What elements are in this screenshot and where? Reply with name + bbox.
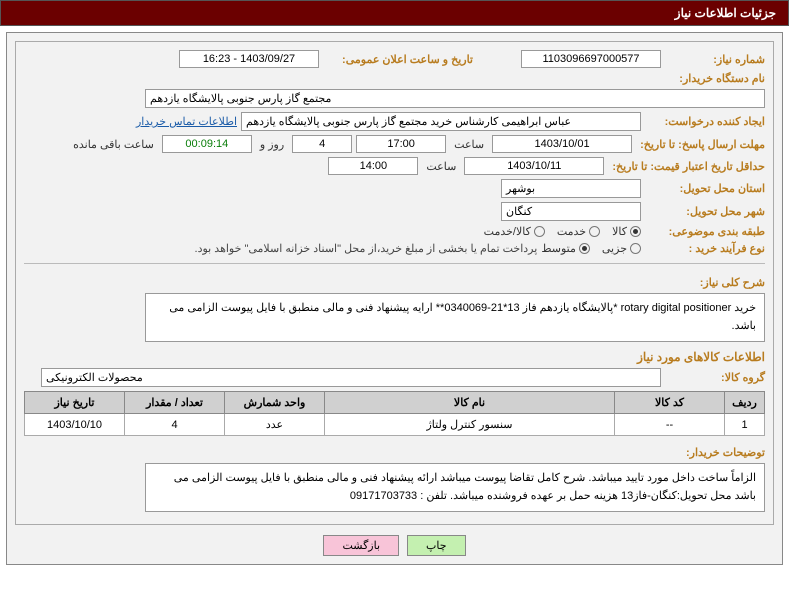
col-unit: واحد شمارش	[225, 392, 325, 414]
row-purchase-type: نوع فرآیند خرید : جزیی متوسط پرداخت تمام…	[24, 242, 765, 255]
cell-code: --	[615, 414, 725, 436]
row-category: طبقه بندی موضوعی: کالا خدمت کالا/خدمت	[24, 225, 765, 238]
goods-group-label: گروه کالا:	[665, 371, 765, 384]
radio-dot-icon	[630, 243, 641, 254]
validity-date: 1403/10/11	[464, 157, 604, 175]
purchase-type-radios: جزیی متوسط	[541, 242, 641, 255]
row-need-number: شماره نیاز: 1103096697000577 تاریخ و ساع…	[24, 50, 765, 68]
days-and: روز و	[256, 138, 288, 151]
row-deadline: مهلت ارسال پاسخ: تا تاریخ: 1403/10/01 سا…	[24, 135, 765, 153]
cell-need-date: 1403/10/10	[25, 414, 125, 436]
requester-label: ایجاد کننده درخواست:	[645, 115, 765, 128]
goods-group-value: محصولات الکترونیکی	[41, 368, 661, 387]
time-label-1: ساعت	[450, 138, 488, 151]
cell-name: سنسور کنترل ولتاژ	[325, 414, 615, 436]
city-label: شهر محل تحویل:	[645, 205, 765, 218]
radio-medium[interactable]: متوسط	[541, 242, 590, 255]
col-qty: تعداد / مقدار	[125, 392, 225, 414]
deadline-date: 1403/10/01	[492, 135, 632, 153]
table-row: 1 -- سنسور کنترل ولتاژ عدد 4 1403/10/10	[25, 414, 765, 436]
need-number-value: 1103096697000577	[521, 50, 661, 68]
cell-qty: 4	[125, 414, 225, 436]
announce-dt-label: تاریخ و ساعت اعلان عمومی:	[323, 53, 473, 66]
radio-dot-icon	[589, 226, 600, 237]
row-need-desc: شرح کلی نیاز: خرید rotary digital positi…	[24, 272, 765, 342]
buyer-notes-value: الزاماً ساخت داخل مورد تایید میباشد. شرح…	[145, 463, 765, 512]
validity-label: حداقل تاریخ اعتبار قیمت: تا تاریخ:	[608, 160, 765, 173]
col-row: ردیف	[725, 392, 765, 414]
city-value: کنگان	[501, 202, 641, 221]
radio-medium-label: متوسط	[541, 242, 576, 255]
radio-service-label: خدمت	[557, 225, 586, 238]
row-validity: حداقل تاریخ اعتبار قیمت: تا تاریخ: 1403/…	[24, 157, 765, 175]
table-header-row: ردیف کد کالا نام کالا واحد شمارش تعداد /…	[25, 392, 765, 414]
buyer-org-value: مجتمع گاز پارس جنوبی پالایشگاه یازدهم	[145, 89, 765, 108]
buyer-contact-link[interactable]: اطلاعات تماس خریدار	[136, 115, 237, 128]
purchase-note: پرداخت تمام یا بخشی از مبلغ خرید،از محل …	[195, 242, 538, 255]
button-row: چاپ بازگشت	[15, 535, 774, 556]
need-desc-label: شرح کلی نیاز:	[645, 272, 765, 289]
back-button[interactable]: بازگشت	[323, 535, 399, 556]
purchase-type-label: نوع فرآیند خرید :	[645, 242, 765, 255]
remaining-label: ساعت باقی مانده	[69, 138, 158, 151]
divider	[24, 263, 765, 264]
page-title: جزئیات اطلاعات نیاز	[675, 6, 776, 20]
radio-goods-label: کالا	[612, 225, 627, 238]
requester-value: عباس ابراهیمی کارشناس خرید مجتمع گاز پار…	[241, 112, 641, 131]
print-button[interactable]: چاپ	[407, 535, 466, 556]
need-number-label: شماره نیاز:	[665, 53, 765, 66]
deadline-label: مهلت ارسال پاسخ: تا تاریخ:	[636, 138, 765, 151]
days-count: 4	[292, 135, 352, 153]
row-buyer-notes: توضیحات خریدار: الزاماً ساخت داخل مورد ت…	[24, 442, 765, 512]
countdown: 00:09:14	[162, 135, 252, 153]
form-container: شماره نیاز: 1103096697000577 تاریخ و ساع…	[15, 41, 774, 525]
need-desc-value: خرید rotary digital positioner *پالایشگا…	[145, 293, 765, 342]
col-name: نام کالا	[325, 392, 615, 414]
radio-minor-label: جزیی	[602, 242, 627, 255]
category-label: طبقه بندی موضوعی:	[645, 225, 765, 238]
radio-minor[interactable]: جزیی	[602, 242, 641, 255]
deadline-time: 17:00	[356, 135, 446, 153]
radio-both-label: کالا/خدمت	[484, 225, 531, 238]
validity-time: 14:00	[328, 157, 418, 175]
province-label: استان محل تحویل:	[645, 182, 765, 195]
row-goods-group: گروه کالا: محصولات الکترونیکی	[24, 368, 765, 387]
page-header: جزئیات اطلاعات نیاز	[0, 0, 789, 26]
radio-both[interactable]: کالا/خدمت	[484, 225, 545, 238]
radio-dot-icon	[630, 226, 641, 237]
buyer-org-label: نام دستگاه خریدار:	[645, 72, 765, 85]
announce-dt-value: 1403/09/27 - 16:23	[179, 50, 319, 68]
radio-goods[interactable]: کالا	[612, 225, 641, 238]
radio-service[interactable]: خدمت	[557, 225, 600, 238]
cell-row: 1	[725, 414, 765, 436]
radio-dot-icon	[579, 243, 590, 254]
row-requester: ایجاد کننده درخواست: عباس ابراهیمی کارشن…	[24, 112, 765, 131]
items-section-title: اطلاعات کالاهای مورد نیاز	[24, 350, 765, 364]
time-label-2: ساعت	[422, 160, 460, 173]
main-frame: AriaTender.net شماره نیاز: 1103096697000…	[6, 32, 783, 565]
col-code: کد کالا	[615, 392, 725, 414]
province-value: بوشهر	[501, 179, 641, 198]
radio-dot-icon	[534, 226, 545, 237]
buyer-notes-label: توضیحات خریدار:	[645, 442, 765, 459]
row-city: شهر محل تحویل: کنگان	[24, 202, 765, 221]
cell-unit: عدد	[225, 414, 325, 436]
row-buyer-org: نام دستگاه خریدار: مجتمع گاز پارس جنوبی …	[24, 72, 765, 108]
col-need-date: تاریخ نیاز	[25, 392, 125, 414]
category-radios: کالا خدمت کالا/خدمت	[484, 225, 641, 238]
items-table: ردیف کد کالا نام کالا واحد شمارش تعداد /…	[24, 391, 765, 436]
row-province: استان محل تحویل: بوشهر	[24, 179, 765, 198]
